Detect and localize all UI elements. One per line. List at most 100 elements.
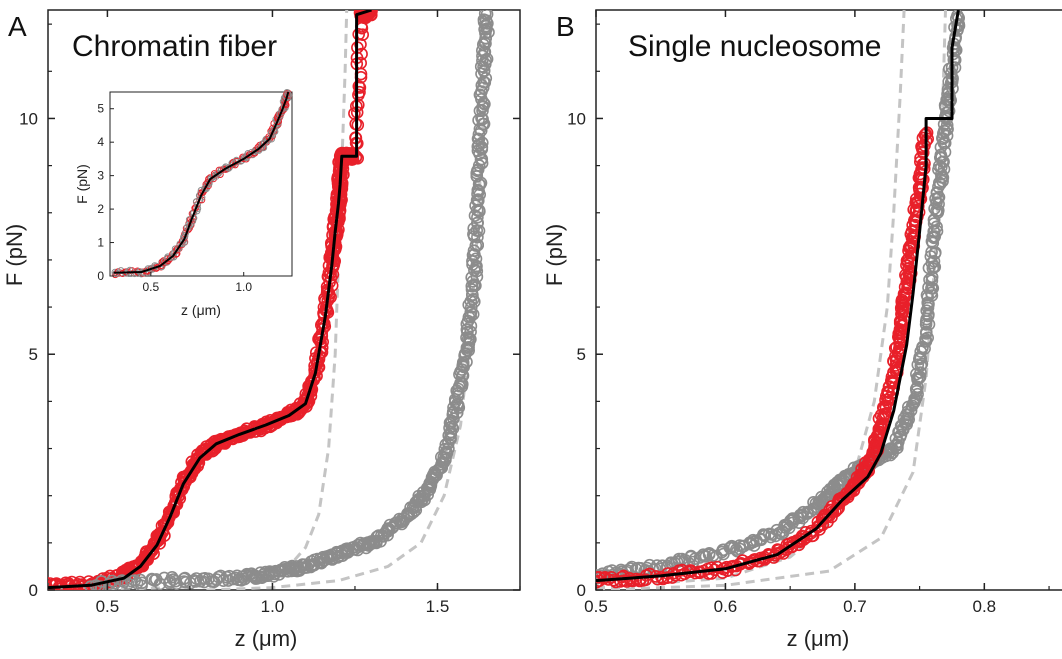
panel-b-xtick-label: 0.6 <box>714 597 738 616</box>
panel-a-data-point <box>352 27 366 41</box>
inset-ytick-label: 1 <box>97 236 104 250</box>
inset-ytick-label: 4 <box>97 135 104 149</box>
panel-a-fit-line <box>48 10 372 590</box>
panel-a-data-point <box>479 72 493 85</box>
panel-b-ticks: 0.5 0.6 0.7 0.8 0 5 10 <box>567 10 1050 616</box>
panel-b-data-point <box>898 289 911 302</box>
panel-b-xtick-label: 0.7 <box>843 597 867 616</box>
inset-ylabel: F (pN) <box>74 164 90 204</box>
inset-data-point <box>112 270 120 278</box>
panel-a-data-point <box>480 10 494 21</box>
panel-b-ytick-label: 10 <box>567 109 586 128</box>
panel-b-data-point <box>914 359 928 372</box>
panel-b-data-point <box>696 548 710 562</box>
inset-ytick-label: 2 <box>97 202 104 216</box>
panel-a-xtick-label: 0.5 <box>96 597 120 616</box>
panel-a-ytick-label: 10 <box>19 109 38 128</box>
panel-b-series <box>596 10 966 589</box>
panel-a-data-point <box>471 211 484 224</box>
panel-b-data-point <box>938 125 952 138</box>
panel-a-data-point <box>352 80 366 93</box>
panel-a-data-point <box>472 159 486 172</box>
panel-b-data-point <box>934 161 948 174</box>
panel-a-data-point <box>475 44 489 57</box>
panel-b-data-point <box>596 571 606 584</box>
panel-a-letter: A <box>8 11 27 42</box>
panel-b-fit <box>596 10 960 583</box>
panel-a-data-point <box>470 216 484 230</box>
panel-a-guide-line <box>90 10 349 590</box>
inset-xlabel: z (μm) <box>181 302 221 318</box>
panel-b-xtick-label: 0.5 <box>584 597 608 616</box>
panel-a-ylabel: F (pN) <box>2 224 27 286</box>
panel-a-data-point <box>362 10 375 14</box>
panel-a-ticks: 0.5 1.0 1.5 0 5 10 <box>19 10 521 616</box>
panel-a-data-point <box>477 15 491 29</box>
panel-b-data-point <box>878 408 891 421</box>
panel-a-data-point <box>352 88 365 102</box>
panel-a-xtick-label: 1.5 <box>426 597 450 616</box>
panel-a-data-point <box>476 112 489 126</box>
panel-a-data-point <box>475 136 489 150</box>
panel-b-xlabel: z (μm) <box>787 626 850 651</box>
panel-a-data-point <box>171 490 185 504</box>
panel-b-guides <box>596 10 947 590</box>
panel-a-data-point <box>479 14 493 27</box>
panel-b-letter: B <box>556 11 575 42</box>
panel-b-title: Single nucleosome <box>628 30 882 63</box>
inset-ytick-label: 5 <box>97 102 104 116</box>
inset-fit-line <box>113 91 290 274</box>
panel-b-data-point <box>952 17 966 31</box>
panel-a-title: Chromatin fiber <box>72 30 277 63</box>
panel-b-ytick-label: 5 <box>577 345 586 364</box>
panel-b-fit-line <box>596 10 960 583</box>
panel-a-fit <box>48 10 372 590</box>
panel-a-data-point <box>364 10 378 22</box>
panel-a-data-point <box>478 45 491 59</box>
inset-series <box>111 89 293 279</box>
inset-ytick-label: 3 <box>97 169 104 183</box>
panel-a-data-point <box>471 187 484 201</box>
panel-b-ytick-label: 0 <box>577 581 586 600</box>
panel-b-data-point <box>928 260 942 274</box>
panel-b-data-point <box>925 274 939 287</box>
panel-b-data-point <box>913 187 927 201</box>
panel-b-data-point <box>705 561 718 575</box>
inset-xtick-label: 1.0 <box>235 280 252 294</box>
panel-a-series <box>48 10 495 590</box>
panel-b-xtick-label: 0.8 <box>973 597 997 616</box>
inset-ticks: 0.5 1.0 0 1 2 3 4 5 <box>97 102 252 294</box>
inset-data-point <box>246 150 253 158</box>
panel-a-data-point <box>317 300 331 314</box>
panel-a-data-point <box>465 279 479 293</box>
panel-a-data-point <box>108 576 122 590</box>
panel-b: B Single nucleosome F (pN) z (μm) 0.5 0.6… <box>542 9 1062 651</box>
panel-a-xtick-label: 1.0 <box>261 597 285 616</box>
panel-a-data-point <box>466 292 480 306</box>
panel-b-ylabel: F (pN) <box>542 224 567 286</box>
panel-a: A Chromatin fiber F (pN) z (μm) 0.5 1.0 1.… <box>2 9 521 651</box>
panel-a-data-point <box>471 183 485 197</box>
inset-background <box>110 92 292 276</box>
panel-a-frame <box>47 9 521 591</box>
panel-a-ytick-label: 0 <box>29 581 38 600</box>
panel-a-data-point <box>479 31 493 45</box>
panel-b-frame <box>595 9 1062 591</box>
panel-b-data-point <box>931 192 945 205</box>
inset-frame <box>109 91 293 277</box>
panel-b-data-point <box>717 547 730 561</box>
panel-b-data-point <box>919 332 932 346</box>
panel-a-data-point <box>362 10 376 16</box>
panel-a-xlabel: z (μm) <box>235 626 298 651</box>
panel-a-data-point <box>365 10 378 15</box>
panel-b-data-point <box>914 366 927 379</box>
panel-b-data-point <box>943 90 956 103</box>
panel-a-ytick-label: 5 <box>29 345 38 364</box>
panel-a-data-point <box>460 355 473 369</box>
panel-a-data-point <box>460 323 474 336</box>
panel-b-data-point <box>926 262 940 275</box>
panel-b-guide-line <box>596 10 906 590</box>
panel-a-data-point <box>435 457 448 471</box>
panel-a-data-point <box>121 577 135 590</box>
